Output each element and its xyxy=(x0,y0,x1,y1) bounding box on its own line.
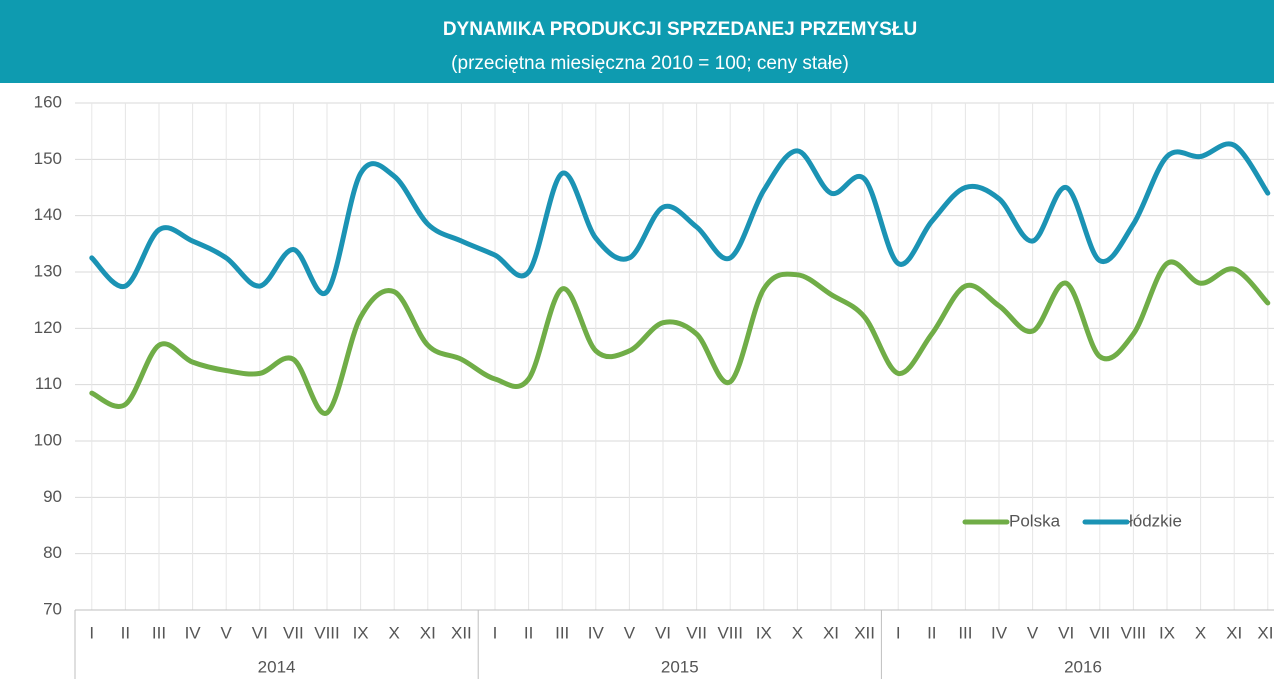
y-tick-label: 100 xyxy=(34,430,62,449)
x-tick-label: XII xyxy=(854,623,875,642)
x-tick-label: XII xyxy=(1257,623,1274,642)
x-tick-label: II xyxy=(927,623,936,642)
x-tick-label: V xyxy=(1027,623,1039,642)
x-tick-label: IV xyxy=(588,623,605,642)
x-tick-label: XI xyxy=(1226,623,1242,642)
x-tick-label: VIII xyxy=(314,623,340,642)
legend-label: łódzkie xyxy=(1129,511,1182,530)
x-tick-label: X xyxy=(792,623,803,642)
x-tick-label: IX xyxy=(756,623,772,642)
x-tick-label: XII xyxy=(451,623,472,642)
x-tick-label: VIII xyxy=(717,623,743,642)
x-group-label: 2014 xyxy=(258,657,296,676)
x-tick-label: I xyxy=(89,623,94,642)
x-tick-label: IV xyxy=(185,623,202,642)
x-tick-label: XI xyxy=(420,623,436,642)
y-tick-label: 120 xyxy=(34,318,62,337)
x-tick-label: V xyxy=(221,623,233,642)
x-group-label: 2015 xyxy=(661,657,699,676)
y-tick-label: 130 xyxy=(34,261,62,280)
x-tick-label: IV xyxy=(991,623,1008,642)
x-tick-label: II xyxy=(524,623,533,642)
x-tick-label: IX xyxy=(1159,623,1175,642)
x-tick-label: II xyxy=(121,623,130,642)
x-tick-label: VI xyxy=(1058,623,1074,642)
x-tick-label: I xyxy=(896,623,901,642)
x-tick-label: IX xyxy=(353,623,369,642)
x-tick-label: V xyxy=(624,623,636,642)
series-line xyxy=(89,141,1271,297)
y-tick-label: 160 xyxy=(34,92,62,111)
y-tick-label: 140 xyxy=(34,205,62,224)
header-band xyxy=(0,0,1274,83)
series-line xyxy=(89,259,1271,416)
chart-subtitle: (przeciętna miesięczna 2010 = 100; ceny … xyxy=(451,53,849,74)
y-tick-label: 80 xyxy=(43,543,62,562)
x-tick-label: III xyxy=(152,623,166,642)
y-tick-label: 110 xyxy=(35,374,62,393)
x-tick-label: X xyxy=(389,623,400,642)
legend-label: Polska xyxy=(1009,511,1061,530)
x-group-label: 2016 xyxy=(1064,657,1102,676)
x-tick-label: VII xyxy=(283,623,304,642)
x-tick-label: VII xyxy=(686,623,707,642)
x-tick-label: VI xyxy=(252,623,268,642)
x-tick-label: VII xyxy=(1089,623,1110,642)
y-tick-label: 70 xyxy=(43,599,62,618)
chart-title: DYNAMIKA PRODUKCJI SPRZEDANEJ PRZEMYSŁU xyxy=(443,19,917,40)
x-tick-label: III xyxy=(555,623,569,642)
x-tick-label: III xyxy=(958,623,972,642)
y-tick-label: 150 xyxy=(34,149,62,168)
x-tick-label: VIII xyxy=(1121,623,1147,642)
y-tick-label: 90 xyxy=(43,487,62,506)
x-tick-label: I xyxy=(493,623,498,642)
x-tick-label: X xyxy=(1195,623,1206,642)
x-tick-label: VI xyxy=(655,623,671,642)
x-tick-label: XI xyxy=(823,623,839,642)
